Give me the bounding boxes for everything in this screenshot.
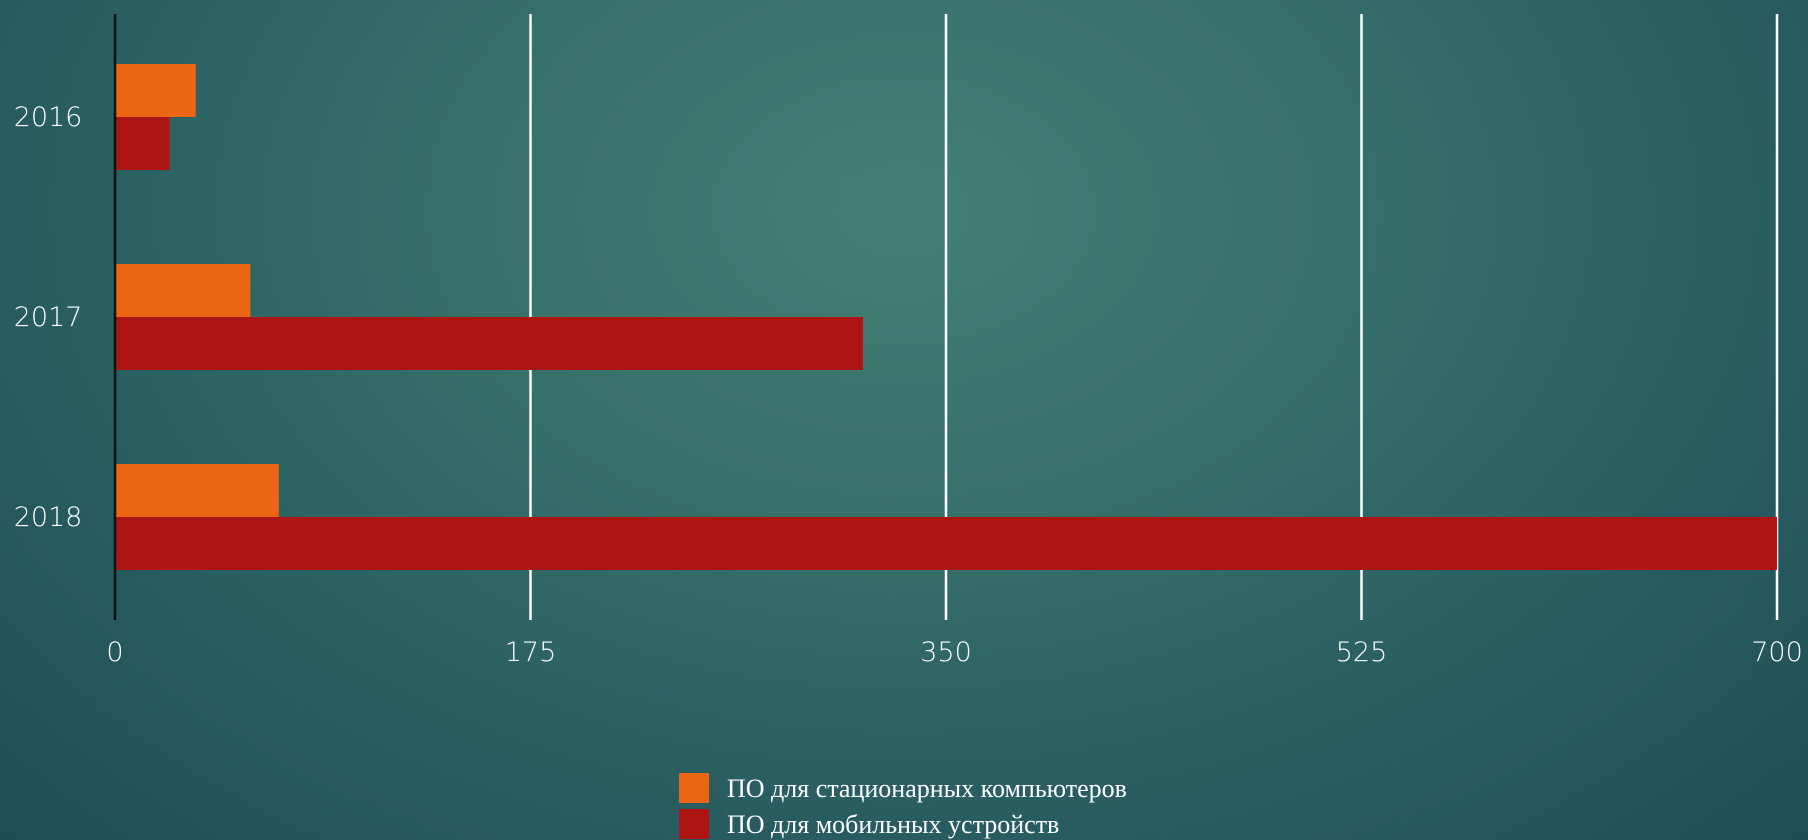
x-tick-label-525: 525 — [1336, 637, 1388, 668]
bar-2018-series-1 — [115, 464, 279, 517]
legend-swatch-1 — [679, 773, 709, 803]
category-label-2016: 2016 — [14, 102, 83, 133]
category-label-2018: 2018 — [14, 502, 83, 533]
x-tick-labels: 0 175 350 525 700 — [106, 637, 1802, 668]
bar-2016-series-2 — [115, 117, 170, 170]
x-tick-label-0: 0 — [106, 637, 123, 668]
legend: ПО для стационарных компьютеров ПО для мо… — [679, 773, 1127, 839]
bar-2018-series-2 — [115, 517, 1777, 570]
category-label-2017: 2017 — [14, 302, 83, 333]
x-tick-label-700: 700 — [1751, 637, 1803, 668]
legend-label-1: ПО для стационарных компьютеров — [727, 774, 1127, 803]
x-tick-label-175: 175 — [505, 637, 557, 668]
bar-2016-series-1 — [115, 64, 196, 117]
x-tick-label-350: 350 — [920, 637, 972, 668]
bar-2017-series-1 — [115, 264, 251, 317]
bar-2017-series-2 — [115, 317, 863, 370]
legend-label-2: ПО для мобильных устройств — [727, 810, 1059, 839]
category-labels: 2016 2017 2018 — [14, 102, 83, 533]
legend-swatch-2 — [679, 809, 709, 839]
bars — [115, 64, 1777, 570]
